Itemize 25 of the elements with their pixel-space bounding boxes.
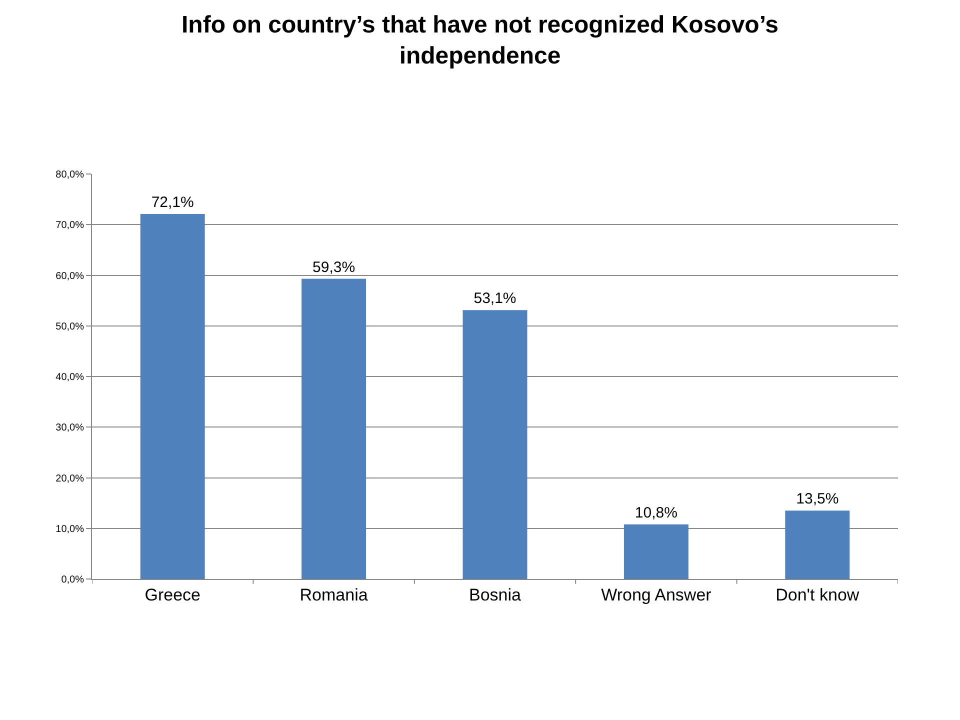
y-tick-label: 70,0% xyxy=(56,220,84,232)
data-label: 72,1% xyxy=(151,194,194,211)
bar xyxy=(785,510,850,579)
y-tick-label: 10,0% xyxy=(56,524,84,535)
data-label: 59,3% xyxy=(312,258,356,276)
x-tick-label: Don't know xyxy=(776,585,860,604)
x-tick-label: Bosnia xyxy=(469,585,522,604)
y-tick-label: 80,0% xyxy=(56,170,84,180)
bar xyxy=(302,278,366,579)
bar xyxy=(140,214,205,579)
chart-title: Info on country’s that have not recognized Kosovo’s independence xyxy=(182,11,778,70)
x-tick-label: Romania xyxy=(300,585,368,604)
y-tick-label: 0,0% xyxy=(61,574,84,586)
data-label: 13,5% xyxy=(796,490,839,508)
y-tick-label: 50,0% xyxy=(56,321,84,332)
y-tick-label: 30,0% xyxy=(56,422,84,434)
data-label: 10,8% xyxy=(634,504,678,522)
y-tick-label: 60,0% xyxy=(56,270,84,282)
y-tick-label: 20,0% xyxy=(56,473,84,484)
y-tick-label: 40,0% xyxy=(56,372,84,383)
bar xyxy=(624,524,688,579)
x-tick-label: Wrong Answer xyxy=(601,585,712,604)
bar xyxy=(462,310,528,579)
x-tick-label: Greece xyxy=(144,585,200,604)
data-label: 53,1% xyxy=(474,290,516,308)
